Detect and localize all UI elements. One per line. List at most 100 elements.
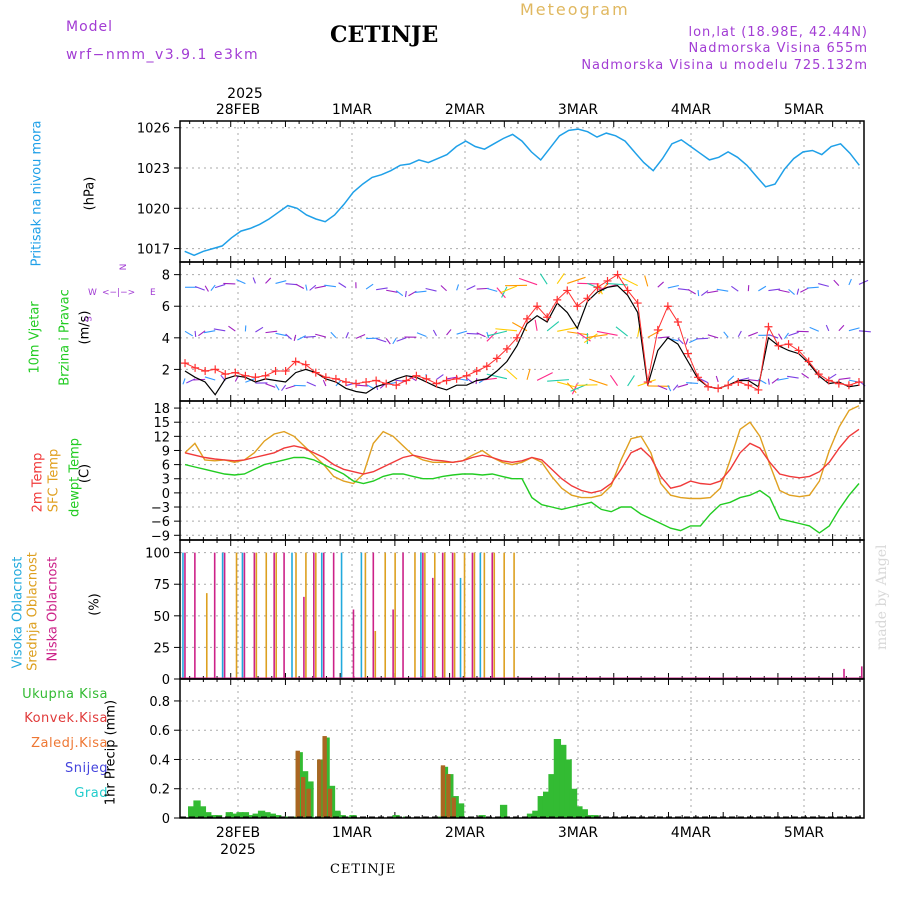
wind-arrow [322,379,327,387]
wind-gust-marker [683,349,692,358]
bottom-day-label: 3MAR [558,825,599,841]
precip-total-bar [198,806,207,818]
wind-arrow [338,282,347,288]
wind-arrow [609,374,619,387]
precip-total-bar [268,813,276,818]
wind-gust-marker [653,325,662,334]
wind-arrow [213,328,226,332]
wind-arrow [228,325,236,332]
precip-total-bar [274,815,282,818]
top-year-label: 2025 [227,86,263,102]
wind-arrow [748,331,758,337]
wind-gust-marker [462,371,471,380]
wind-arrow [275,280,287,284]
wind-gust-marker [714,384,723,393]
wind-gust-marker [623,286,632,295]
cloud-ytick-label: 50 [153,610,170,625]
wind-arrow [330,331,337,339]
wind-arrow [385,381,397,386]
precip-total-bar [575,806,583,818]
wind-arrow [557,326,578,332]
cloud-ytick-label: 100 [145,547,170,562]
wind-gust-marker [482,362,491,371]
wind-arrow [476,332,486,338]
wind-arrow [309,284,317,291]
wind-arrow [833,279,840,286]
wind-gust-marker [281,366,290,375]
altitude: Nadmorska Visina 655m [688,41,868,56]
wind-arrow [575,384,598,386]
wind-gust-marker [442,376,451,385]
wind-arrow [818,283,829,287]
wind-arrow [715,375,719,383]
wind-gust-marker [452,374,461,383]
wind-gust-marker [241,371,250,380]
precip-ytick-label: 0.4 [149,753,170,768]
wind-arrow [667,385,672,392]
wind-arrow [848,278,852,286]
precip-total-bar [456,803,465,818]
wind-arrow [285,333,292,340]
wind-arrow [416,332,427,338]
pressure-line [184,128,860,257]
wind-gust-marker [563,286,572,295]
wind-arrow [699,378,709,384]
wind-gust-marker [543,313,552,322]
precip-total-bar [241,812,250,818]
wind-arrow [778,289,790,293]
wind-arrow [701,290,709,296]
legend-snow: Snijeg [65,761,108,776]
wind-arrow [677,383,689,388]
wind-gust-marker [754,385,763,394]
wind-arrow [727,375,735,382]
wind-arrow [706,290,719,294]
wind-arrow [375,338,387,343]
lonlat: lon,lat (18.98E, 42.44N) [688,25,868,40]
cloud-ytick-label: 25 [153,641,170,656]
wind-gust-marker [704,382,713,391]
panel-frame-wind [179,261,865,402]
wind-arrow [672,384,679,391]
wind-gust-marker [392,381,401,390]
precip-total-bar [333,810,341,818]
precip-total-bar [569,788,578,818]
wind-arrow [466,332,479,335]
wind-arrow [788,331,799,337]
panel-frame-cloud [179,539,865,680]
wind-arrow [801,372,809,379]
wind-arrow [456,284,460,291]
temp-ytick-label: 12 [153,430,170,445]
wind-compass: N W <−|−> E S [82,262,158,332]
wind-arrow [345,332,349,339]
wind-arrow [615,326,628,337]
wind-arrow [501,286,508,298]
wind-arrow [657,281,664,288]
wind-arrow [210,284,216,291]
precip-total-bar [193,800,201,818]
wind-arrow [275,384,280,391]
precip-total-bar [526,813,535,818]
wind-arrow [716,288,729,292]
wind-arrow [518,277,538,286]
wind-gust-marker [643,378,652,387]
wind-arrow [526,368,531,380]
wind-gust-marker [744,381,753,390]
wind-gust-marker [523,314,532,323]
top-day-label: 4MAR [671,102,712,118]
wind-gust-marker [533,302,542,311]
wind-arrow [707,334,719,339]
wind-arrow [677,338,684,345]
precip-total-bar [204,812,212,818]
wind-arrow [825,324,830,332]
wind-arrow [505,369,518,380]
wind-gust-marker [573,302,582,311]
panel-frame-precip [179,678,865,819]
wind-arrow [285,384,296,390]
wind-gust-marker [814,370,823,379]
bottom-day-label: 1MAR [332,825,373,841]
temp-ytick-label: 0 [162,487,170,502]
wind-gust-marker [854,378,863,387]
wind-arrow [737,330,742,338]
precip-conv-bar [451,797,456,818]
